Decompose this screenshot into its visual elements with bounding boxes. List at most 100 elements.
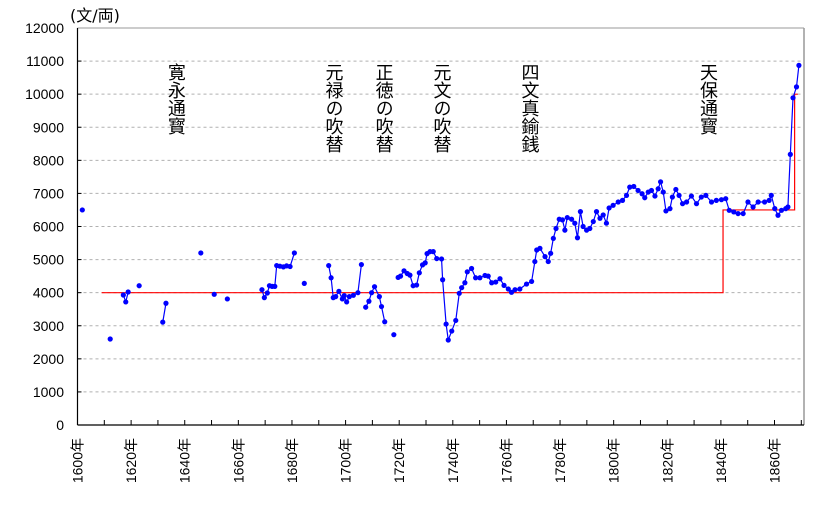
market-rate-point [341, 293, 347, 299]
market-rate-point [301, 280, 307, 287]
y-tick-label: 8000 [33, 152, 64, 168]
market-rate-point [371, 284, 378, 290]
market-rate-point [597, 215, 603, 221]
market-rate-point [542, 254, 548, 260]
x-tick-label: 1800年 [606, 438, 622, 483]
market-rate-point [683, 199, 690, 205]
annotation-label: 四文真鍮銭 [518, 63, 540, 154]
market-rate-point [326, 262, 332, 269]
x-tick-label: 1640年 [177, 438, 193, 483]
market-rate-point [456, 290, 462, 296]
market-rate-line [397, 65, 800, 343]
market-rate-point [545, 258, 551, 265]
market-rate-point [346, 294, 352, 300]
market-rate-point [120, 292, 126, 298]
market-rate-point [434, 255, 440, 262]
market-rate-point [619, 197, 626, 203]
market-rate-point [750, 204, 756, 210]
market-rate-point [407, 272, 413, 278]
market-rate-point [766, 197, 772, 203]
market-rate-point [568, 216, 575, 222]
market-rate-point [740, 210, 746, 217]
market-rate-point [718, 197, 725, 203]
market-rate-point [600, 212, 606, 218]
market-rate-point [793, 84, 800, 90]
market-rate-point [669, 194, 675, 200]
market-rate-point [264, 290, 270, 296]
market-rate-point [796, 62, 802, 68]
market-rate-point [603, 220, 610, 226]
market-rate-point [107, 336, 113, 342]
market-rate-point [657, 179, 664, 185]
market-rate-point [529, 278, 535, 285]
market-rate-point [336, 288, 342, 294]
market-rate-point [726, 207, 732, 213]
market-rate-point [261, 295, 267, 301]
market-rate-point [562, 227, 568, 233]
market-rate-point [523, 281, 530, 287]
market-rate-point [363, 304, 369, 310]
market-rate-point [473, 275, 479, 281]
market-rate-point [493, 279, 499, 285]
market-rate-point [574, 235, 581, 241]
y-tick-label: 1000 [33, 384, 64, 400]
market-rate-point [564, 214, 570, 221]
market-rate-point [211, 291, 217, 297]
market-rate-point [627, 184, 633, 190]
y-tick-label: 11000 [26, 53, 64, 69]
market-rate-point [532, 258, 538, 265]
market-rate-point [366, 298, 372, 304]
market-rate-point [787, 151, 793, 157]
market-rate-point [468, 265, 475, 272]
market-rate-point [224, 296, 230, 302]
market-rate-point [703, 192, 709, 199]
annotation-label: 正徳の吹替 [372, 63, 394, 154]
y-tick-label: 4000 [33, 285, 64, 301]
market-rate-point [136, 283, 142, 289]
market-rate-point [587, 225, 593, 232]
market-rate-point [745, 199, 751, 205]
market-rate-point [512, 287, 518, 293]
market-rate-point [550, 235, 556, 242]
annotation-label: 天保通寳 [696, 63, 718, 136]
market-rate-point [548, 250, 554, 256]
market-rate-point [676, 192, 682, 199]
market-rate-point [416, 270, 422, 276]
market-rate-point [505, 286, 511, 292]
x-tick-label: 1720年 [391, 438, 407, 483]
market-rate-point [723, 196, 729, 202]
market-rate-point [615, 199, 621, 205]
y-tick-label: 12000 [25, 20, 64, 36]
market-rate-point [160, 319, 166, 325]
y-tick-label: 3000 [33, 318, 64, 334]
market-rate-point [382, 319, 388, 325]
market-rate-point [350, 292, 356, 298]
market-rate-point [778, 207, 785, 213]
market-rate-point [358, 261, 364, 268]
market-rate-point [655, 186, 661, 192]
market-rate-point [198, 250, 204, 256]
market-rate-point [449, 328, 455, 334]
x-tick-label: 1700年 [338, 438, 354, 483]
y-axis-unit-label: (文/両) [70, 6, 120, 25]
market-rate-point [477, 275, 483, 281]
market-rate-point [708, 199, 715, 205]
annotation-label: 元禄の吹替 [322, 63, 344, 154]
market-rate-point [785, 204, 791, 210]
market-rate-point [328, 275, 334, 281]
market-rate-point [485, 273, 491, 279]
market-rate-point [572, 220, 578, 226]
market-rate-point [443, 321, 449, 327]
market-rate-point [648, 187, 655, 194]
market-rate-point [775, 212, 781, 218]
x-tick-label: 1840年 [713, 438, 729, 483]
x-tick-label: 1680年 [284, 438, 300, 483]
market-rate-point [772, 206, 778, 212]
y-tick-label: 2000 [33, 351, 64, 367]
market-rate-point [440, 277, 446, 283]
market-rate-point [462, 280, 468, 286]
market-rate-point [610, 202, 616, 208]
x-tick-label: 1760年 [498, 438, 514, 483]
market-rate-point [125, 289, 131, 295]
